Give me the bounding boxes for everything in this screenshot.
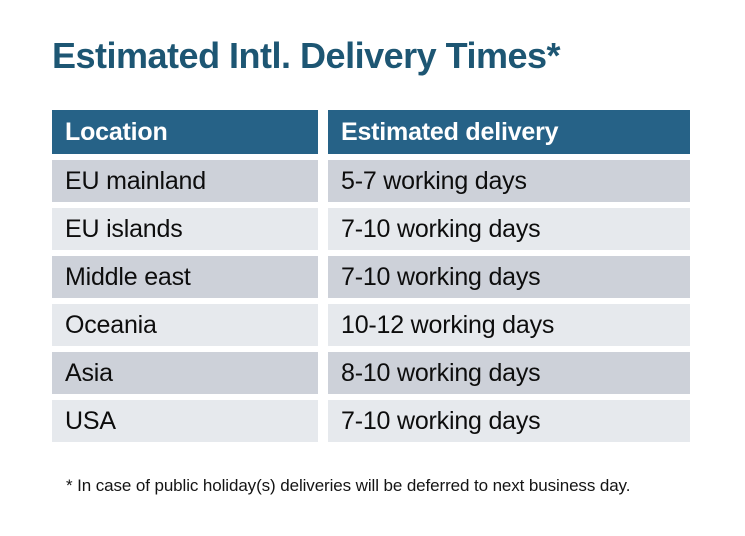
page: Estimated Intl. Delivery Times* Location… (52, 35, 690, 496)
cell-location: EU islands (52, 208, 318, 251)
column-header-estimated-delivery: Estimated delivery (328, 110, 690, 155)
cell-delivery: 7-10 working days (328, 256, 690, 299)
cell-location: Oceania (52, 304, 318, 347)
cell-location: Asia (52, 352, 318, 395)
footnote: * In case of public holiday(s) deliverie… (66, 476, 631, 496)
delivery-times-table: Location Estimated delivery EU mainland … (52, 110, 690, 443)
cell-location: EU mainland (52, 160, 318, 203)
page-title: Estimated Intl. Delivery Times* (52, 35, 561, 76)
cell-delivery: 10-12 working days (328, 304, 690, 347)
cell-delivery: 7-10 working days (328, 208, 690, 251)
cell-location: Middle east (52, 256, 318, 299)
column-header-location: Location (52, 110, 318, 155)
cell-delivery: 7-10 working days (328, 400, 690, 443)
cell-location: USA (52, 400, 318, 443)
cell-delivery: 8-10 working days (328, 352, 690, 395)
cell-delivery: 5-7 working days (328, 160, 690, 203)
